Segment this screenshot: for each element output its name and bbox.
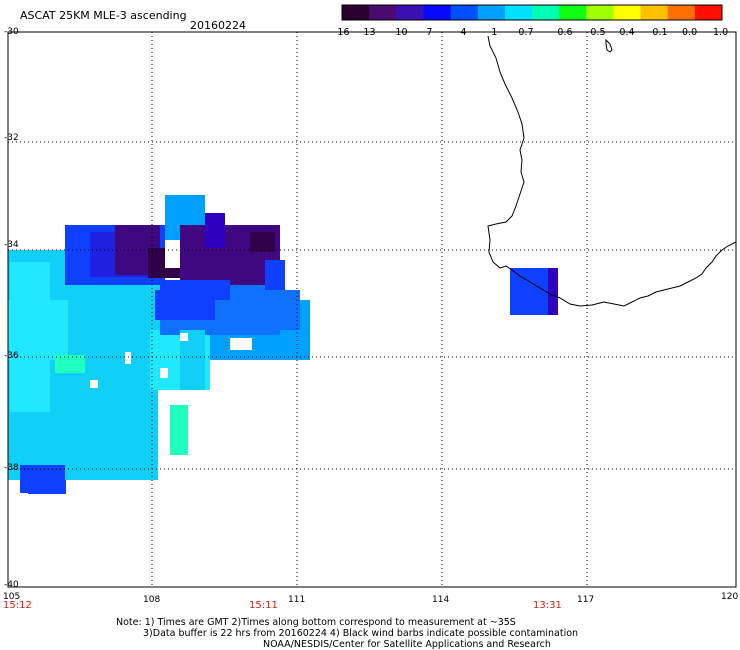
colorbar-swatch [532, 5, 560, 20]
colorbar-swatch [342, 5, 370, 20]
map-date: 20160224 [190, 19, 246, 32]
colorbar-swatch [694, 5, 723, 20]
colorbar-label: -0.5 [587, 27, 606, 38]
colorbar-label: -7 [423, 27, 433, 38]
colorbar-swatch [559, 5, 587, 20]
colorbar-label: -10 [392, 27, 408, 38]
latitude-label: -40 [4, 580, 19, 590]
data-cell [265, 260, 285, 290]
longitude-label: 114 [432, 595, 450, 605]
colorbar-frame [341, 4, 723, 21]
footnote-line-3: NOAA/NESDIS/Center for Satellite Applica… [263, 639, 551, 650]
colorbar [341, 4, 723, 21]
colorbar-swatch [667, 5, 696, 20]
colorbar-swatch [613, 5, 642, 20]
coastline-island [605, 38, 613, 53]
coastline [487, 35, 737, 307]
colorbar-swatch [477, 5, 506, 20]
data-cell [548, 268, 558, 315]
map-title: ASCAT 25KM MLE-3 ascending [20, 9, 187, 22]
map-frame [7, 31, 737, 588]
data-gap [90, 380, 98, 388]
latitude-label: -38 [4, 463, 19, 473]
data-gap [180, 333, 188, 341]
latitude-label: -32 [4, 133, 19, 143]
data-cell [205, 213, 225, 248]
colorbar-swatch [396, 5, 424, 20]
colorbar-label: -0.6 [554, 27, 573, 38]
colorbar-swatch [504, 5, 533, 20]
footnote-line-2: 3)Data buffer is 22 hrs from 20160224 4)… [143, 628, 579, 639]
footnote-line-1: Note: 1) Times are GMT 2)Times along bot… [116, 617, 516, 628]
data-cell [250, 232, 275, 252]
longitude-label: 111 [288, 595, 306, 605]
colorbar-label: 1.0 [713, 27, 729, 38]
time-label: 15:11 [249, 600, 278, 611]
data-cell [28, 480, 66, 494]
longitude-label: 120 [721, 592, 739, 602]
colorbar-label: -1 [488, 27, 498, 38]
data-gap [165, 240, 180, 268]
colorbar-label: -4 [457, 27, 467, 38]
colorbar-swatch [450, 5, 479, 20]
colorbar-label: -13 [360, 27, 376, 38]
colorbar-label: -16 [334, 27, 350, 38]
data-cell [55, 355, 85, 373]
longitude-label: 117 [577, 595, 595, 605]
latitude-label: -36 [4, 351, 19, 361]
longitude-label: 105 [3, 592, 21, 602]
time-label: 13:31 [533, 600, 562, 611]
data-gap [125, 352, 131, 364]
time-label: 15:12 [3, 600, 32, 611]
data-cell [8, 300, 68, 360]
map-grid [8, 32, 736, 587]
data-gap [230, 338, 252, 350]
longitude-label: 108 [143, 595, 161, 605]
data-cell [280, 290, 300, 330]
colorbar-swatch [586, 5, 614, 20]
data-cell [170, 405, 188, 455]
scatterometer-data [8, 195, 558, 494]
colorbar-label: 0.0 [682, 27, 698, 38]
colorbar-swatch [640, 5, 669, 20]
data-gap [160, 368, 168, 378]
colorbar-swatch [369, 5, 397, 20]
colorbar-label: -0.7 [515, 27, 534, 38]
data-cell [160, 280, 230, 300]
colorbar-label: -0.4 [616, 27, 635, 38]
latitude-label: -34 [4, 240, 19, 250]
colorbar-label: -0.1 [649, 27, 668, 38]
latitude-label: -30 [4, 27, 19, 37]
colorbar-swatch [423, 5, 452, 20]
